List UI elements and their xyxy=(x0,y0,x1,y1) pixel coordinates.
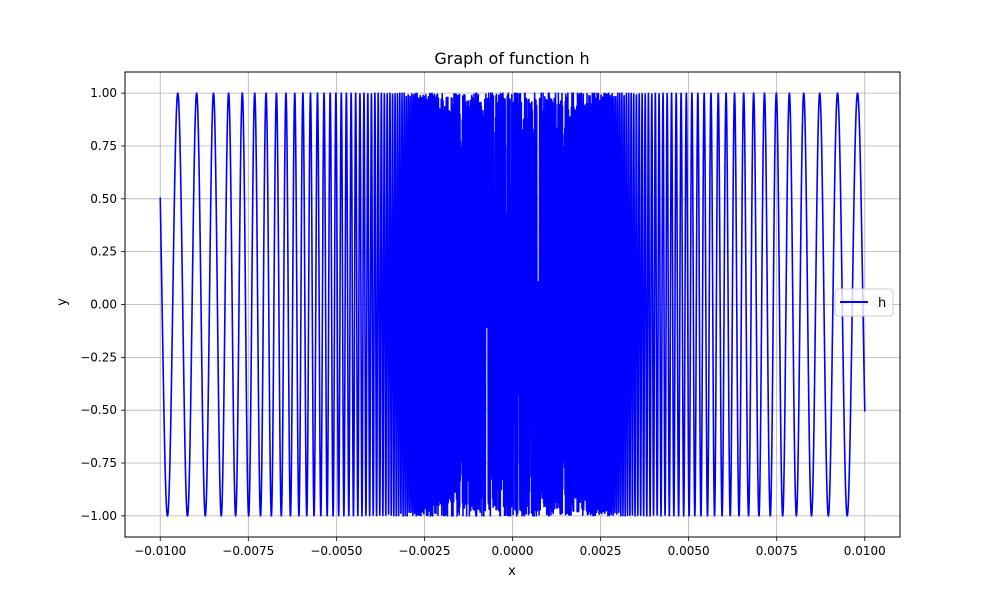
x-tick-label: 0.0025 xyxy=(580,544,622,558)
series-layer xyxy=(159,92,866,517)
y-tick-label: 0.50 xyxy=(90,192,117,206)
y-tick-label: −1.00 xyxy=(80,509,117,523)
y-tick-label: 0.75 xyxy=(90,139,117,153)
y-tick-label: −0.50 xyxy=(80,403,117,417)
x-tick-label: 0.0100 xyxy=(844,544,886,558)
x-tick-label: −0.0050 xyxy=(310,544,362,558)
y-axis-label: y xyxy=(55,298,70,306)
x-tick-label: −0.0025 xyxy=(398,544,450,558)
x-tick-label: −0.0100 xyxy=(134,544,186,558)
chart-title: Graph of function h xyxy=(434,49,589,68)
series-line-h xyxy=(159,92,866,517)
y-axis-ticks: 1.00 0.75 0.50 0.25 0.00 −0.25 −0.50 −0.75 −1.00 xyxy=(80,86,125,523)
x-tick-label: −0.0075 xyxy=(222,544,274,558)
y-tick-label: −0.25 xyxy=(80,350,117,364)
y-tick-label: 1.00 xyxy=(90,86,117,100)
x-axis-ticks: −0.0100 −0.0075 −0.0050 −0.0025 0.0000 0.0025… xyxy=(134,537,886,558)
x-tick-label: 0.0050 xyxy=(668,544,710,558)
x-tick-label: 0.0075 xyxy=(756,544,798,558)
y-tick-label: −0.75 xyxy=(80,456,117,470)
legend: h xyxy=(834,288,894,317)
y-tick-label: 0.25 xyxy=(90,245,117,259)
x-tick-label: 0.0000 xyxy=(492,544,534,558)
y-tick-label: 0.00 xyxy=(90,298,117,312)
x-axis-label: x xyxy=(508,564,516,579)
legend-label-h: h xyxy=(878,296,886,311)
